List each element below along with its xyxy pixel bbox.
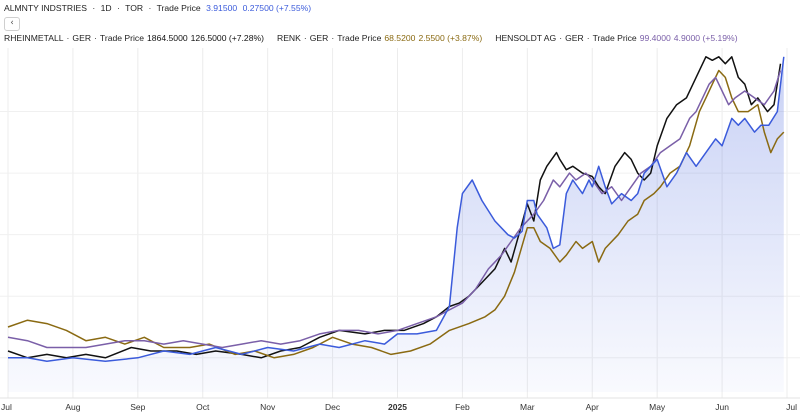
compare-exchange: GER [72,33,92,43]
primary-legend: ALMNTY INDSTRIES · 1D · TOR · Trade Pric… [4,3,312,13]
compare-price-change: 126.5000 (+7.28%) [190,33,264,43]
compare-price-kind: Trade Price [592,33,637,43]
compare-exchange: GER [565,33,584,43]
series-line-renk [7,69,785,359]
x-tick-label: Apr [586,402,599,412]
compare-price-change: 2.5500 (+3.87%) [418,33,483,43]
compare-symbol-name: RHEINMETALL [4,33,64,43]
interval: 1D [100,3,112,13]
compare-legend-item[interactable]: HENSOLDT AG · GER · Trade Price 99.4000 4.9000… [495,33,738,43]
x-tick-label: May [649,402,666,412]
symbol-name[interactable]: ALMNTY INDSTRIES [4,3,87,13]
x-tick-label: Jun [715,402,729,412]
x-tick-label: Jul [1,402,12,412]
x-tick-label: Feb [455,402,470,412]
compare-price-kind: Trade Price [337,33,382,43]
exchange: TOR [125,3,144,13]
compare-symbol-name: RENK [276,33,301,43]
x-tick-label: Mar [520,402,535,412]
x-tick-label: Jul [786,402,797,412]
series-line-hensoldt-ag [7,70,782,349]
x-tick-label: Oct [196,402,210,412]
price-change: 0.27500 (+7.55%) [242,3,312,13]
compare-last-price: 68.5200 [384,33,416,43]
compare-last-price: 1864.5000 [147,33,188,43]
collapse-legend-button[interactable]: ‹ [4,17,20,31]
compare-exchange: GER [309,33,329,43]
price-kind: Trade Price [156,3,201,13]
compare-symbol-name: HENSOLDT AG [495,33,557,43]
x-tick-label: Nov [260,402,276,412]
x-tick-label: Dec [325,402,341,412]
x-tick-label: 2025 [388,402,407,412]
x-tick-label: Aug [65,402,80,412]
series-area [8,56,784,393]
compare-price-change: 4.9000 (+5.19%) [673,33,738,43]
series-line-almnty-indstries [8,56,785,362]
compare-legend-item[interactable]: RENK · GER · Trade Price 68.5200 2.5500 (+3.87… [276,33,483,43]
last-price: 3.91500 [206,3,238,13]
compare-last-price: 99.4000 [639,33,671,43]
x-tick-label: Sep [130,402,145,412]
compare-legend: RHEINMETALL · GER · Trade Price 1864.5000 126.… [4,33,751,43]
compare-price-kind: Trade Price [99,33,145,43]
compare-legend-item[interactable]: RHEINMETALL · GER · Trade Price 1864.5000 126.… [4,33,264,43]
